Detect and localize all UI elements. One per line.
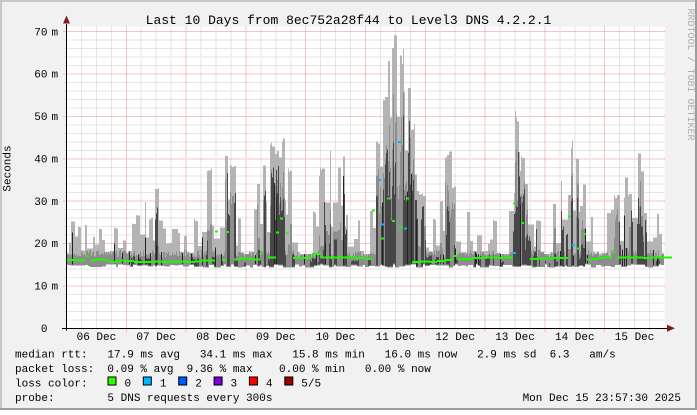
svg-text:30: 30 — [34, 197, 47, 209]
svg-text:15 Dec: 15 Dec — [615, 332, 655, 344]
svg-text:12 Dec: 12 Dec — [435, 332, 475, 344]
svg-text:RRDTOOL / TOBI OETIKER: RRDTOOL / TOBI OETIKER — [684, 9, 696, 141]
svg-text:probe: 5 DNS requests e: probe: 5 DNS requests every 300s — [15, 393, 272, 405]
svg-text:packet loss: 0.09 % avg 9.36: packet loss: 0.09 % avg 9.36 % max 0.00 … — [15, 364, 431, 376]
svg-text:m: m — [52, 282, 59, 294]
svg-text:m: m — [52, 112, 59, 124]
svg-text:m: m — [52, 70, 59, 82]
svg-text:m: m — [52, 197, 59, 209]
svg-text:Last 10 Days from 8ec752a28f44: Last 10 Days from 8ec752a28f44 to Level3… — [146, 13, 552, 28]
svg-text:loss color:: loss color: — [15, 379, 88, 391]
svg-text:1: 1 — [160, 379, 167, 391]
svg-text:m: m — [52, 27, 59, 39]
svg-text:Seconds: Seconds — [3, 145, 15, 191]
svg-text:14 Dec: 14 Dec — [555, 332, 595, 344]
svg-text:20: 20 — [34, 239, 47, 251]
svg-text:m: m — [52, 154, 59, 166]
svg-text:06 Dec: 06 Dec — [77, 332, 117, 344]
svg-text:09 Dec: 09 Dec — [256, 332, 296, 344]
svg-text:40: 40 — [34, 154, 47, 166]
svg-text:50: 50 — [34, 112, 47, 124]
svg-text:11 Dec: 11 Dec — [376, 332, 416, 344]
svg-text:10 Dec: 10 Dec — [316, 332, 356, 344]
svg-text:4: 4 — [266, 379, 273, 391]
svg-text:07 Dec: 07 Dec — [136, 332, 176, 344]
svg-text:5/5: 5/5 — [301, 379, 321, 391]
svg-text:median rtt: 17.9 ms avg 34: median rtt: 17.9 ms avg 34.1 ms max 15.8… — [15, 350, 616, 362]
svg-text:60: 60 — [34, 70, 47, 82]
svg-text:0: 0 — [41, 324, 48, 336]
svg-text:10: 10 — [34, 282, 47, 294]
svg-text:3: 3 — [231, 379, 238, 391]
svg-text:Mon Dec 15 23:57:30 2025: Mon Dec 15 23:57:30 2025 — [523, 393, 681, 405]
svg-text:08 Dec: 08 Dec — [196, 332, 236, 344]
svg-text:m: m — [52, 239, 59, 251]
svg-text:13 Dec: 13 Dec — [495, 332, 535, 344]
svg-text:0: 0 — [125, 379, 132, 391]
svg-text:70: 70 — [34, 27, 47, 39]
svg-text:2: 2 — [195, 379, 202, 391]
